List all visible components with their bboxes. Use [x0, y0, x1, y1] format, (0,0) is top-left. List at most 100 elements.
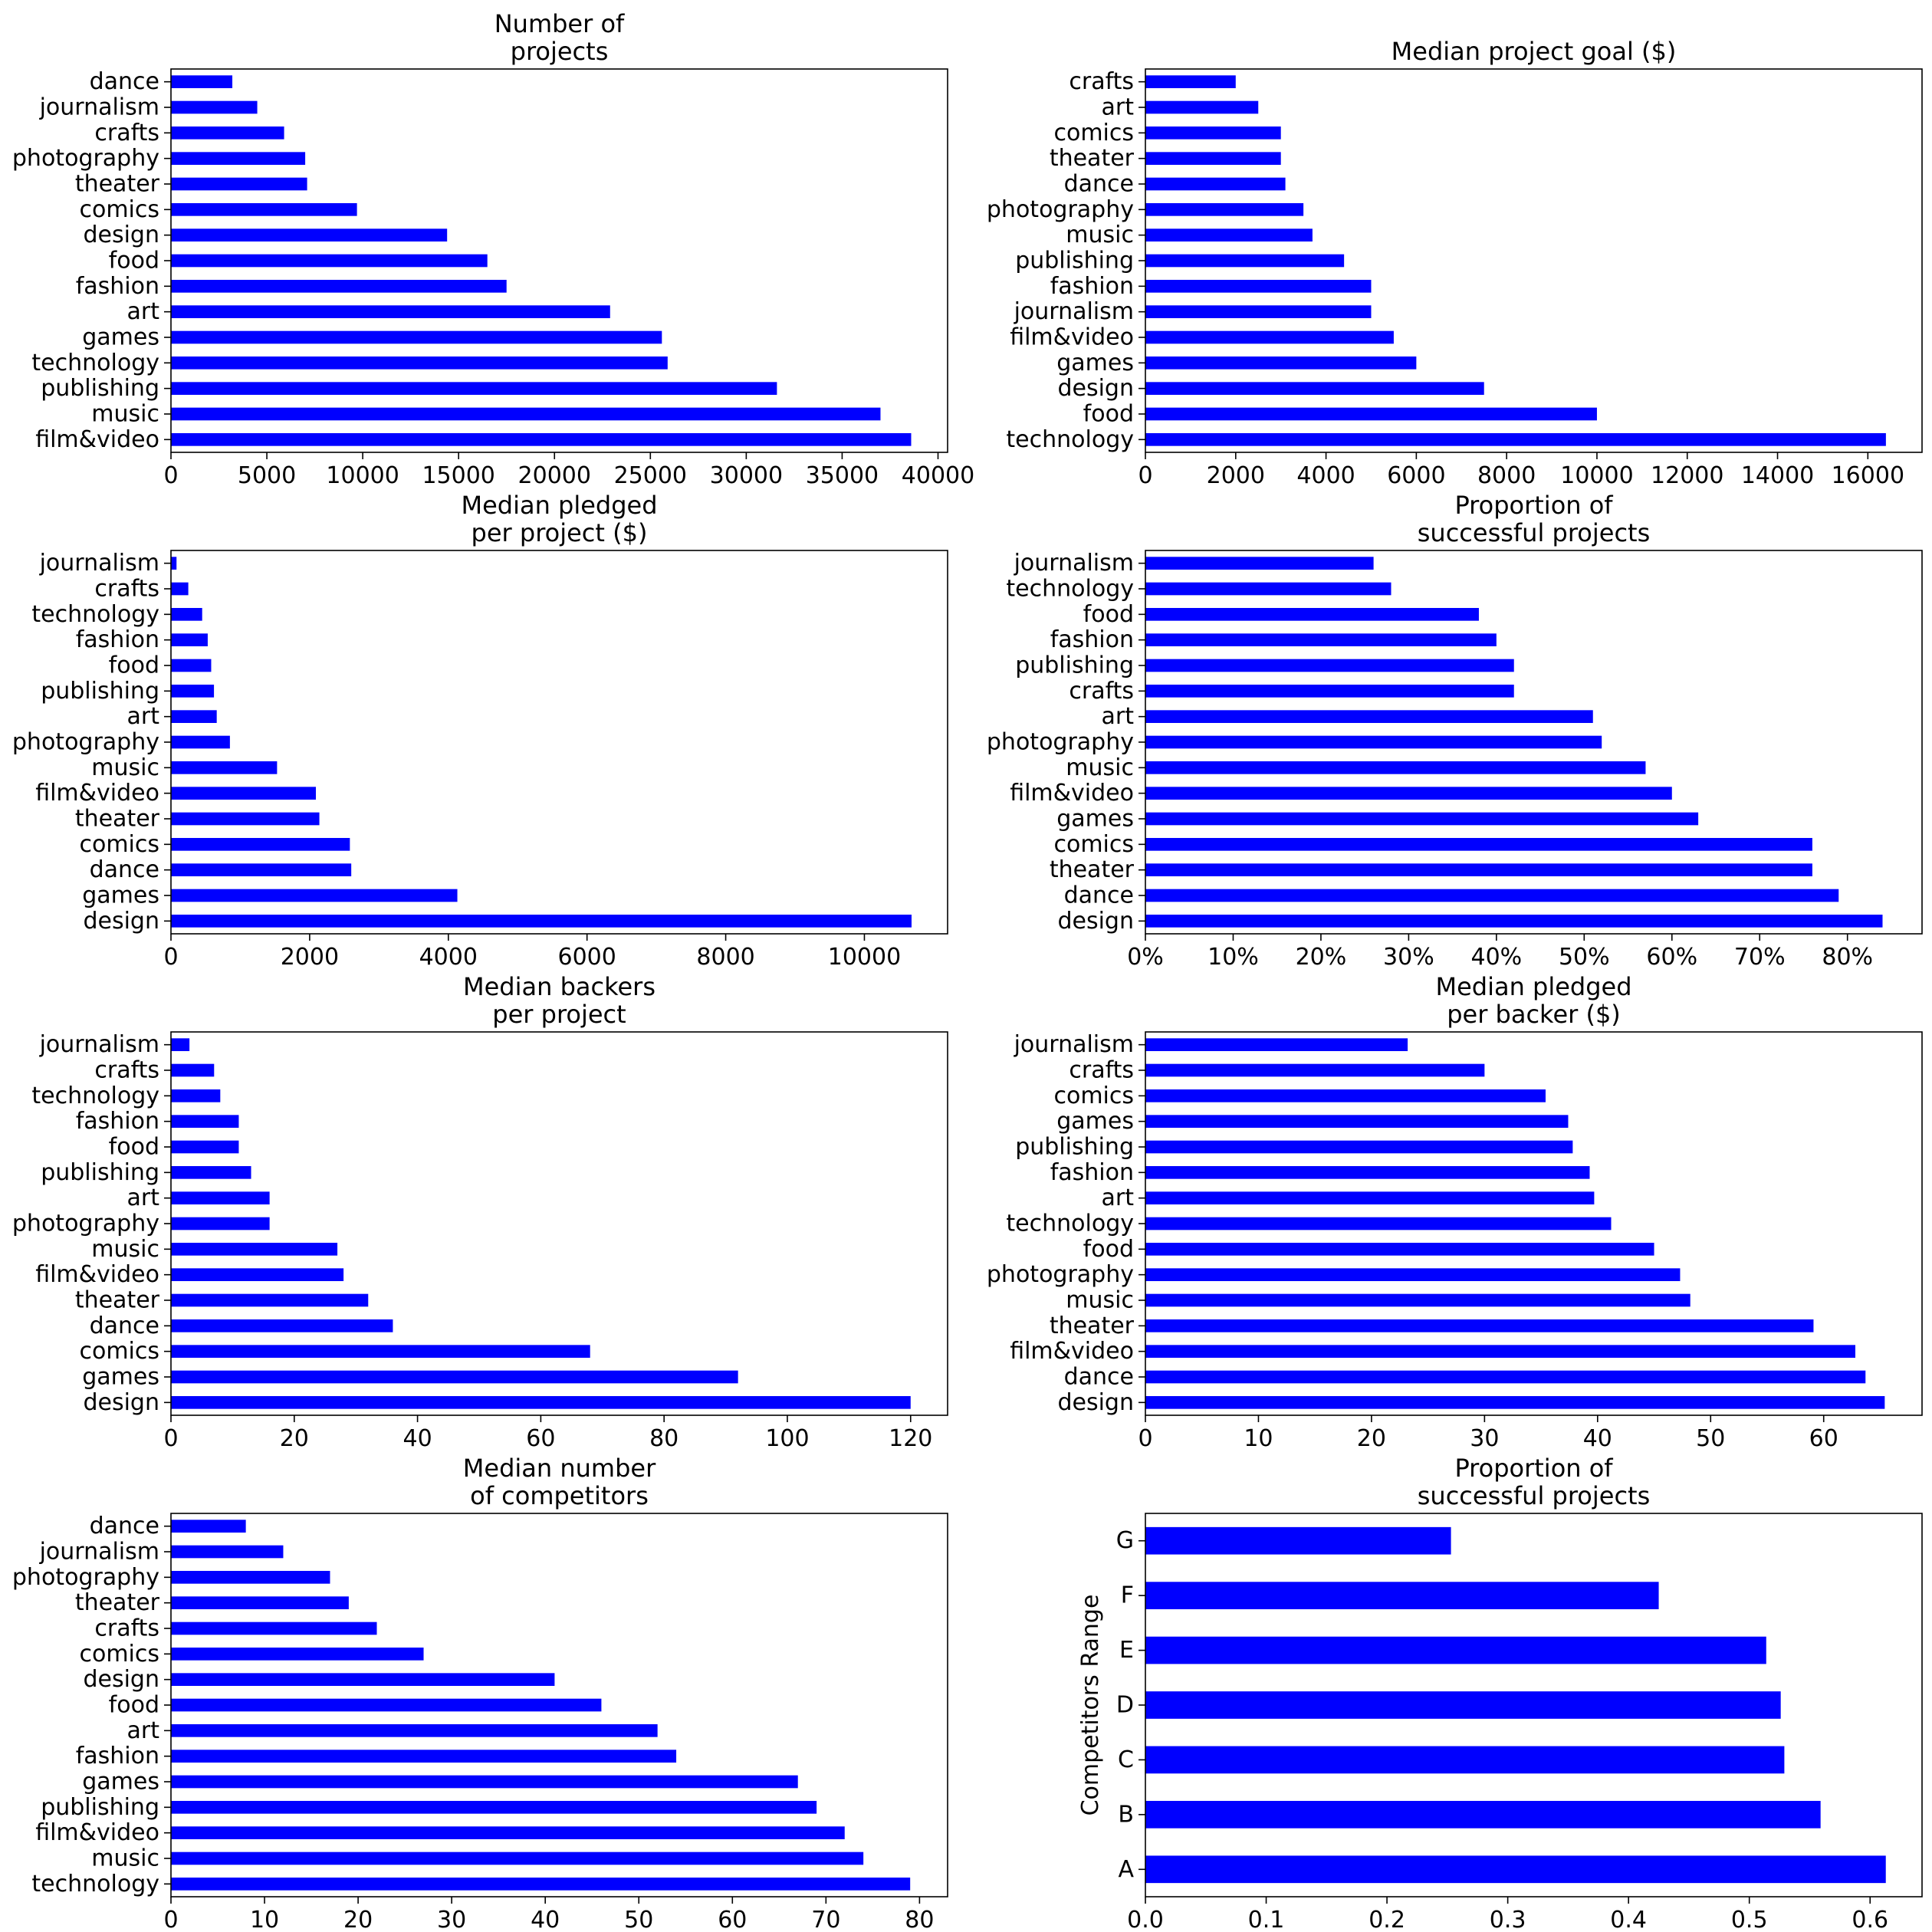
bar-technology: [171, 1878, 911, 1891]
y-tick-label: journalism: [39, 1031, 159, 1058]
y-tick-label: crafts: [94, 1057, 159, 1084]
x-tick-label: 60: [718, 1907, 747, 1932]
x-tick-label: 2000: [1207, 462, 1265, 489]
bar-food: [1145, 1243, 1654, 1256]
bar-art: [1145, 710, 1593, 723]
y-tick-label: games: [1056, 350, 1134, 376]
x-tick-label: 30%: [1383, 944, 1434, 971]
x-tick-label: 20: [1357, 1425, 1386, 1452]
bar-theater: [171, 177, 307, 191]
bar-food: [1145, 407, 1597, 421]
axes-frame: [170, 550, 948, 935]
y-tick-label: design: [83, 1389, 159, 1416]
y-tick-label: food: [1083, 1236, 1134, 1263]
y-tick-label: film&video: [35, 780, 159, 807]
y-tick-label: food: [109, 248, 159, 274]
bar-d: [1145, 1691, 1781, 1719]
y-tick-label: publishing: [41, 1159, 159, 1186]
x-tick-label: 4000: [419, 944, 478, 971]
y-tick-label: film&video: [35, 426, 159, 453]
bar-comics: [1145, 1089, 1546, 1102]
bar-food: [171, 254, 488, 268]
y-tick-label: E: [1119, 1637, 1134, 1664]
x-tick-label: 2000: [281, 944, 339, 971]
bar-crafts: [171, 1622, 377, 1635]
axes-frame: [170, 1513, 948, 1898]
y-tick-label: photography: [12, 145, 159, 172]
y-tick-label: music: [1066, 1287, 1134, 1314]
y-tick-label: comics: [1053, 1083, 1134, 1109]
x-tick-label: 6000: [557, 944, 616, 971]
y-tick-label: journalism: [1014, 298, 1134, 325]
y-tick-label: fashion: [76, 1108, 159, 1135]
bar-fashion: [171, 1115, 239, 1128]
bar-design: [171, 1673, 555, 1686]
x-tick-label: 16000: [1832, 462, 1904, 489]
bar-journalism: [171, 557, 177, 570]
chart-title: Median pledged: [1435, 972, 1631, 1001]
y-tick-label: dance: [90, 1513, 159, 1539]
y-tick-label: technology: [31, 1083, 159, 1109]
x-tick-label: 12000: [1651, 462, 1723, 489]
bar-a: [1145, 1855, 1886, 1884]
axes-frame: [170, 1031, 948, 1416]
y-tick-label: crafts: [1069, 68, 1134, 95]
y-tick-label: photography: [987, 729, 1134, 756]
bar-design: [171, 1396, 911, 1409]
x-tick-label: 5000: [238, 462, 296, 489]
y-tick-label: publishing: [41, 375, 159, 402]
y-tick-label: publishing: [1015, 248, 1134, 274]
x-tick-label: 10: [250, 1907, 279, 1932]
y-tick-label: art: [1102, 1184, 1135, 1211]
y-tick-label: film&video: [1010, 780, 1134, 807]
y-tick-label: crafts: [94, 120, 159, 146]
y-tick-label: technology: [31, 601, 159, 628]
y-tick-label: photography: [12, 1211, 159, 1237]
y-tick-label: design: [1057, 1389, 1134, 1416]
bar-dance: [171, 1520, 246, 1533]
chart-panel-5: journalismcraftstechnologyfashionfoodpub…: [12, 972, 948, 1452]
y-tick-label: crafts: [1069, 1057, 1134, 1084]
x-tick-label: 0.0: [1127, 1907, 1164, 1932]
y-tick-label: crafts: [94, 1615, 159, 1642]
y-tick-label: food: [109, 1692, 159, 1719]
bar-theater: [171, 1293, 369, 1307]
bar-comics: [171, 203, 357, 216]
bar-photography: [1145, 735, 1602, 749]
bar-games: [171, 1370, 738, 1384]
x-tick-label: 40000: [902, 462, 974, 489]
y-tick-label: journalism: [1014, 550, 1134, 577]
x-tick-label: 80%: [1822, 944, 1873, 971]
y-tick-label: technology: [1006, 576, 1134, 603]
bar-photography: [171, 1571, 330, 1584]
bar-technology: [171, 1089, 221, 1102]
bar-publishing: [171, 1801, 817, 1814]
bar-dance: [171, 75, 233, 88]
y-tick-label: design: [83, 1666, 159, 1693]
y-tick-label: photography: [12, 1564, 159, 1591]
y-tick-label: journalism: [39, 94, 159, 121]
x-tick-label: 0.1: [1248, 1907, 1285, 1932]
y-tick-label: music: [1066, 754, 1134, 781]
x-tick-label: 80: [905, 1907, 934, 1932]
x-tick-label: 50: [624, 1907, 653, 1932]
chart-title: Median number: [463, 1454, 656, 1483]
x-tick-label: 100: [765, 1425, 809, 1452]
y-tick-label: film&video: [1010, 1338, 1134, 1365]
bar-food: [171, 1698, 602, 1712]
bar-journalism: [1145, 1038, 1408, 1051]
bar-comics: [171, 1345, 590, 1358]
y-tick-label: design: [83, 908, 159, 935]
bar-technology: [1145, 433, 1886, 446]
x-tick-label: 0: [163, 462, 178, 489]
x-tick-label: 14000: [1741, 462, 1814, 489]
x-tick-label: 20%: [1296, 944, 1347, 971]
bar-journalism: [1145, 557, 1374, 570]
bar-art: [1145, 100, 1259, 114]
bar-fashion: [1145, 633, 1497, 646]
y-tick-label: theater: [75, 171, 160, 198]
x-tick-label: 120: [889, 1425, 932, 1452]
bar-music: [1145, 228, 1313, 242]
x-tick-label: 40: [1583, 1425, 1612, 1452]
chart-panel-6: journalismcraftscomicsgamespublishingfas…: [987, 972, 1923, 1452]
